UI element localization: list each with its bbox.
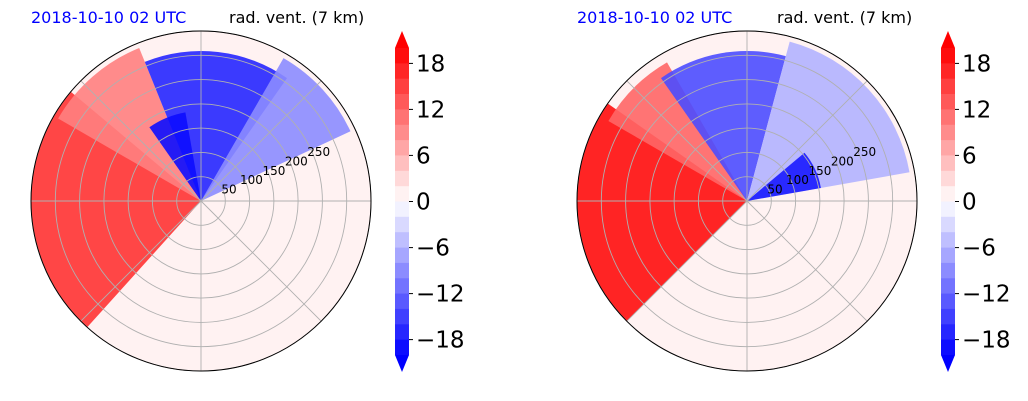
colorbar-segment (395, 170, 409, 187)
panel-2-time-title: 2018-10-10 02 UTC (577, 8, 733, 27)
colorbar-tick-label: 6 (962, 143, 977, 169)
colorbar-tick-label: 12 (962, 97, 991, 123)
colorbar-segment (941, 324, 955, 341)
colorbar-segment (395, 124, 409, 141)
colorbar-segment (395, 186, 409, 202)
radial-tick-label: 100 (240, 173, 263, 187)
colorbar-segment (941, 201, 955, 218)
colorbar-segment (941, 308, 955, 325)
radial-tick-label: 150 (262, 164, 285, 178)
colorbar-segment (941, 262, 955, 279)
colorbar-tick-label: 18 (962, 51, 991, 77)
colorbar-segment (395, 201, 409, 218)
radial-tick-label: 250 (307, 145, 330, 159)
panel-1-time-title: 2018-10-10 02 UTC (31, 8, 187, 27)
colorbar-segment (941, 278, 955, 295)
colorbar-segment (941, 140, 955, 156)
colorbar-segment (941, 186, 955, 202)
negative-northeast-region (747, 41, 910, 201)
azimuth-line (200, 200, 322, 322)
positive-west-region (577, 103, 747, 322)
colorbar-segment (395, 278, 409, 295)
colorbar-tick-label: 0 (962, 190, 977, 216)
colorbar-segment (395, 247, 409, 264)
negative-core-region (747, 152, 821, 201)
polar-grid (30, 30, 372, 372)
colorbar: 18 12 6 0 −6 −12 −18 (395, 31, 465, 372)
polar-frame (576, 30, 918, 372)
colorbar-segment (395, 262, 409, 279)
azimuth-line (746, 200, 868, 322)
colorbar-tick-label: −6 (416, 236, 450, 262)
colorbar-segment (395, 232, 409, 248)
colorbar-segment (941, 78, 955, 95)
colorbar-segment (941, 124, 955, 141)
colorbar-tick-label: −12 (416, 282, 465, 308)
radial-tick-label: 200 (285, 155, 308, 169)
colorbar-segment (941, 232, 955, 248)
positive-northwest-region (58, 48, 201, 201)
negative-north-region (661, 50, 786, 201)
panel-2-variable-title: rad. vent. (7 km) (777, 8, 913, 27)
positive-west-region (31, 91, 201, 328)
polar-grid (576, 30, 918, 372)
radial-tick-label: 150 (808, 164, 831, 178)
colorbar-tick-label: −6 (962, 236, 996, 262)
colorbar-tick-label: −18 (962, 328, 1011, 354)
azimuth-line (80, 200, 202, 322)
radial-tick-label: 100 (786, 173, 809, 187)
colorbar-extend-min (395, 355, 409, 372)
colorbar-segment (395, 293, 409, 310)
colorbar-segment (395, 48, 409, 64)
polar-frame (30, 30, 372, 372)
colorbar-extend-max (941, 31, 955, 48)
colorbar: 18 12 6 0 −6 −12 −18 (941, 31, 1011, 372)
colorbar-segment (395, 155, 409, 172)
colorbar-segment (395, 308, 409, 325)
colorbar-segment (941, 94, 955, 110)
colorbar-segment (395, 109, 409, 126)
colorbar-segment (395, 63, 409, 80)
colorbar-tick-label: −18 (416, 328, 465, 354)
radial-tick-label: 50 (767, 182, 782, 196)
azimuth-line (200, 80, 322, 202)
colorbar-segment (941, 293, 955, 310)
colorbar-segment (395, 94, 409, 110)
colorbar-extend-max (395, 31, 409, 48)
colorbar-segment (941, 63, 955, 80)
colorbar-segment (941, 247, 955, 264)
colorbar-tick-label: 18 (416, 51, 445, 77)
colorbar-segment (941, 48, 955, 64)
negative-north-region (144, 50, 287, 202)
radial-tick-label: 200 (831, 155, 854, 169)
colorbar-tick-label: 0 (416, 190, 431, 216)
colorbar-segment (395, 324, 409, 341)
colorbar-segment (941, 216, 955, 233)
colorbar-segment (395, 339, 409, 356)
colorbar-tick-label: 12 (416, 97, 445, 123)
panel-1-variable-title: rad. vent. (7 km) (229, 8, 365, 27)
radial-tick-label: 50 (221, 182, 236, 196)
colorbar-segment (395, 78, 409, 95)
negative-core-region (149, 112, 201, 201)
colorbar-tick-label: −12 (962, 282, 1011, 308)
negative-northeast-region (201, 58, 351, 201)
colorbar-segment (941, 339, 955, 356)
colorbar-segment (941, 109, 955, 126)
colorbar-segment (941, 170, 955, 187)
colorbar-tick-label: 6 (416, 143, 431, 169)
azimuth-line (80, 80, 202, 202)
azimuth-line (626, 200, 748, 322)
radial-tick-label: 250 (853, 145, 876, 159)
colorbar-segment (395, 140, 409, 156)
colorbar-segment (941, 155, 955, 172)
azimuth-line (626, 80, 748, 202)
azimuth-line (746, 80, 868, 202)
colorbar-segment (395, 216, 409, 233)
colorbar-extend-min (941, 355, 955, 372)
